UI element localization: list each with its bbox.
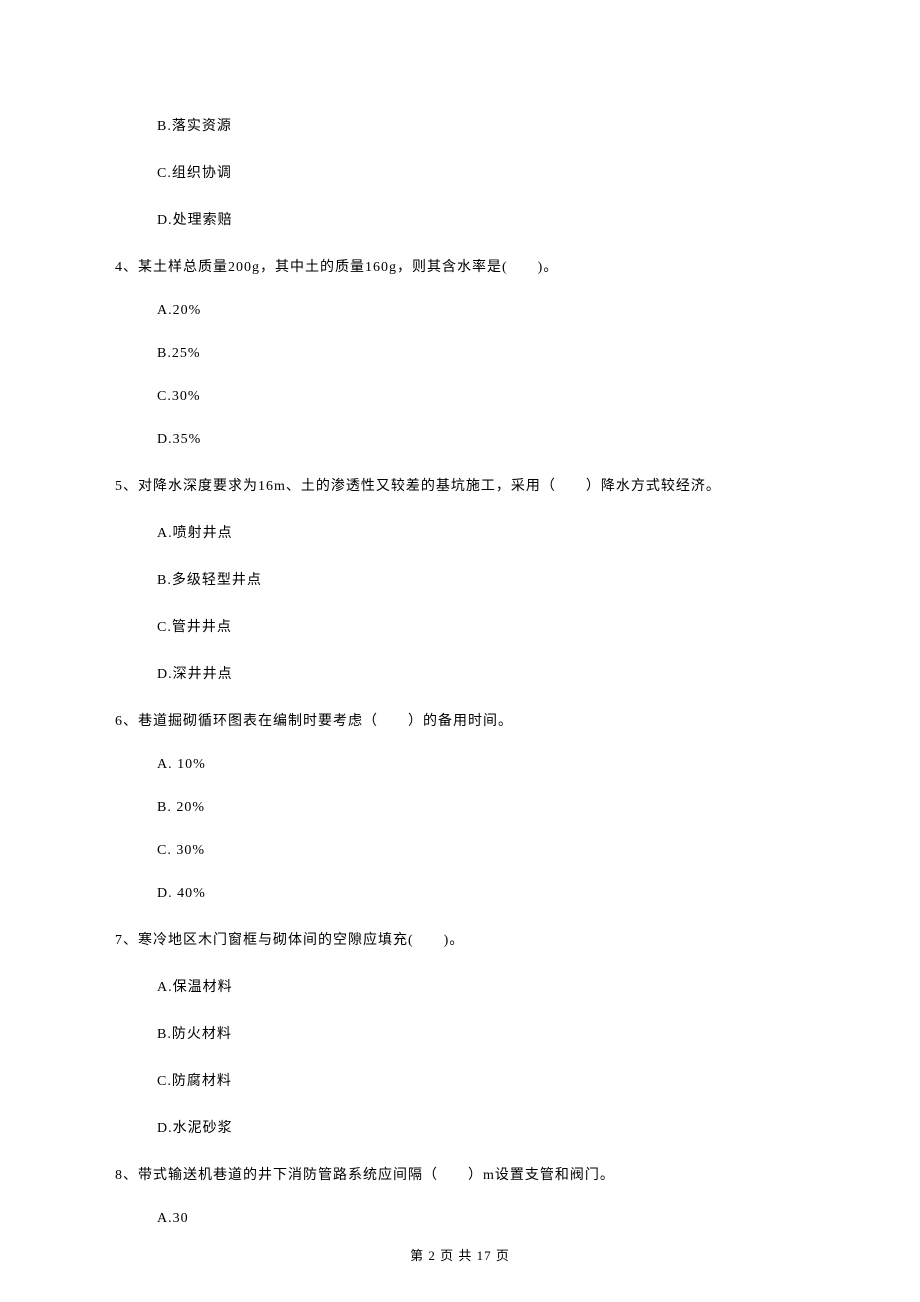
q6-option-a: A. 10% xyxy=(157,757,805,773)
question-stem: 某土样总质量200g，其中土的质量160g，则其含水率是( )。 xyxy=(138,260,558,275)
q7-option-a: A.保温材料 xyxy=(157,976,805,996)
question-number: 6、 xyxy=(115,714,138,729)
question-5: 5、对降水深度要求为16m、土的渗透性又较差的基坑施工，采用（ ）降水方式较经济… xyxy=(115,475,805,495)
question-number: 8、 xyxy=(115,1168,138,1183)
orphan-option-c: C.组织协调 xyxy=(157,162,805,182)
q7-option-b: B.防火材料 xyxy=(157,1023,805,1043)
q5-option-a: A.喷射井点 xyxy=(157,522,805,542)
q8-option-a: A.30 xyxy=(157,1211,805,1227)
question-4: 4、某土样总质量200g，其中土的质量160g，则其含水率是( )。 xyxy=(115,256,805,276)
q6-option-c: C. 30% xyxy=(157,843,805,859)
q5-option-b: B.多级轻型井点 xyxy=(157,569,805,589)
question-stem: 对降水深度要求为16m、土的渗透性又较差的基坑施工，采用（ ）降水方式较经济。 xyxy=(138,479,721,494)
question-number: 7、 xyxy=(115,933,138,948)
question-7: 7、寒冷地区木门窗框与砌体间的空隙应填充( )。 xyxy=(115,929,805,949)
question-8: 8、带式输送机巷道的井下消防管路系统应间隔（ ）m设置支管和阀门。 xyxy=(115,1164,805,1184)
q7-option-d: D.水泥砂浆 xyxy=(157,1117,805,1137)
q4-option-d: D.35% xyxy=(157,432,805,448)
page-content: B.落实资源 C.组织协调 D.处理索赔 4、某土样总质量200g，其中土的质量… xyxy=(0,0,920,1227)
question-6: 6、巷道掘砌循环图表在编制时要考虑（ ）的备用时间。 xyxy=(115,710,805,730)
question-number: 5、 xyxy=(115,479,138,494)
orphan-option-d: D.处理索赔 xyxy=(157,209,805,229)
question-stem: 寒冷地区木门窗框与砌体间的空隙应填充( )。 xyxy=(138,933,464,948)
question-number: 4、 xyxy=(115,260,138,275)
question-stem: 带式输送机巷道的井下消防管路系统应间隔（ ）m设置支管和阀门。 xyxy=(138,1168,615,1183)
q4-option-b: B.25% xyxy=(157,346,805,362)
q6-option-d: D. 40% xyxy=(157,886,805,902)
q6-option-b: B. 20% xyxy=(157,800,805,816)
question-stem: 巷道掘砌循环图表在编制时要考虑（ ）的备用时间。 xyxy=(138,714,513,729)
q5-option-d: D.深井井点 xyxy=(157,663,805,683)
q4-option-c: C.30% xyxy=(157,389,805,405)
q4-option-a: A.20% xyxy=(157,303,805,319)
q7-option-c: C.防腐材料 xyxy=(157,1070,805,1090)
page-footer: 第 2 页 共 17 页 xyxy=(0,1245,920,1264)
q5-option-c: C.管井井点 xyxy=(157,616,805,636)
orphan-option-b: B.落实资源 xyxy=(157,115,805,135)
